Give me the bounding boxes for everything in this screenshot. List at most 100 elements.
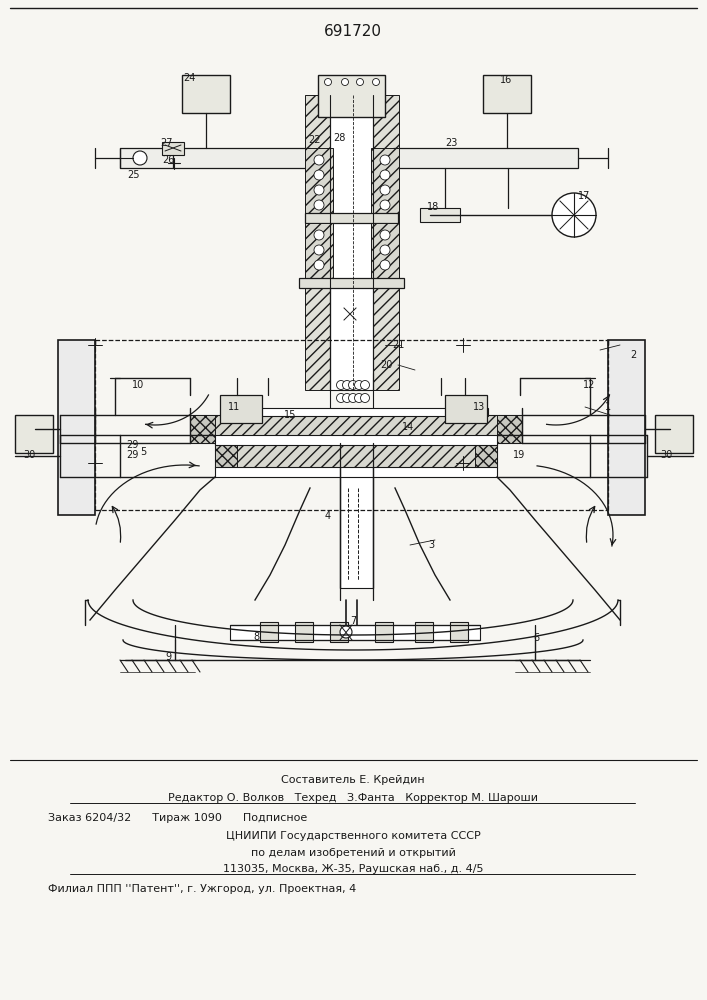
Text: 20: 20: [380, 360, 392, 370]
Circle shape: [380, 245, 390, 255]
Circle shape: [356, 79, 363, 86]
Text: 17: 17: [578, 191, 590, 201]
Bar: [15, 415, 53, 453]
Bar: [445, 395, 487, 423]
Text: 30: 30: [660, 450, 672, 460]
Bar: [230, 625, 480, 640]
Text: 8: 8: [253, 632, 259, 642]
Text: 2: 2: [630, 350, 636, 360]
Text: Заказ 6204/32      Тираж 1090      Подписное: Заказ 6204/32 Тираж 1090 Подписное: [48, 813, 308, 823]
Circle shape: [361, 380, 370, 389]
Bar: [330, 95, 373, 390]
Bar: [371, 95, 399, 390]
Circle shape: [314, 185, 324, 195]
Circle shape: [349, 380, 358, 389]
Circle shape: [354, 380, 363, 389]
Text: 25: 25: [127, 170, 139, 180]
Text: Редактор О. Волков   Техред   З.Фанта   Корректор М. Шароши: Редактор О. Волков Техред З.Фанта Коррек…: [168, 793, 538, 803]
Bar: [215, 467, 497, 477]
Bar: [483, 75, 531, 113]
Text: 9: 9: [165, 652, 171, 662]
Bar: [371, 223, 399, 278]
Bar: [299, 278, 404, 288]
Text: 3: 3: [428, 540, 434, 550]
Text: 10: 10: [132, 380, 144, 390]
Bar: [215, 443, 237, 468]
Bar: [371, 148, 399, 213]
Circle shape: [380, 170, 390, 180]
Bar: [305, 223, 333, 278]
Text: 113035, Москва, Ж-35, Раушская наб., д. 4/5: 113035, Москва, Ж-35, Раушская наб., д. …: [223, 864, 484, 874]
Circle shape: [341, 79, 349, 86]
Circle shape: [354, 393, 363, 402]
Circle shape: [380, 185, 390, 195]
Circle shape: [340, 626, 352, 638]
Bar: [330, 622, 348, 642]
Bar: [190, 415, 522, 443]
Circle shape: [314, 170, 324, 180]
Text: 5: 5: [140, 447, 146, 457]
Text: 24: 24: [183, 73, 195, 83]
Bar: [260, 622, 278, 642]
Text: 18: 18: [427, 202, 439, 212]
Circle shape: [133, 151, 147, 165]
Bar: [182, 75, 230, 113]
Bar: [420, 208, 460, 222]
Text: 1: 1: [605, 402, 611, 412]
Circle shape: [380, 200, 390, 210]
Text: 13: 13: [473, 402, 485, 412]
Bar: [475, 443, 497, 468]
Circle shape: [337, 380, 346, 389]
Text: 27: 27: [160, 138, 173, 148]
Text: 23: 23: [445, 138, 457, 148]
Circle shape: [314, 260, 324, 270]
Circle shape: [361, 393, 370, 402]
Bar: [655, 415, 693, 453]
Text: 21: 21: [392, 340, 404, 350]
Bar: [340, 443, 373, 588]
Bar: [450, 622, 468, 642]
Bar: [228, 408, 488, 416]
Text: 30: 30: [23, 450, 35, 460]
Bar: [305, 95, 333, 390]
Bar: [120, 148, 310, 168]
Text: 29: 29: [126, 440, 139, 450]
Text: 7: 7: [350, 616, 356, 626]
Bar: [393, 148, 578, 168]
Text: 11: 11: [228, 402, 240, 412]
Text: ЦНИИПИ Государственного комитета СССР: ЦНИИПИ Государственного комитета СССР: [226, 831, 480, 841]
Bar: [415, 622, 433, 642]
Circle shape: [349, 393, 358, 402]
Text: 4: 4: [325, 511, 331, 521]
Text: 14: 14: [402, 422, 414, 432]
Circle shape: [314, 200, 324, 210]
Bar: [215, 435, 497, 445]
Circle shape: [552, 193, 596, 237]
Bar: [608, 340, 645, 515]
Bar: [497, 415, 522, 443]
Circle shape: [342, 380, 351, 389]
Circle shape: [380, 155, 390, 165]
Text: 6: 6: [533, 633, 539, 643]
Text: 29: 29: [126, 450, 139, 460]
Bar: [305, 213, 398, 223]
Text: 12: 12: [583, 380, 595, 390]
Text: 26: 26: [162, 155, 175, 165]
Circle shape: [342, 393, 351, 402]
Text: Филиал ППП ''Патент'', г. Ужгород, ул. Проектная, 4: Филиал ППП ''Патент'', г. Ужгород, ул. П…: [48, 884, 356, 894]
Circle shape: [380, 230, 390, 240]
Circle shape: [380, 260, 390, 270]
Bar: [375, 622, 393, 642]
Circle shape: [325, 79, 332, 86]
Bar: [318, 75, 385, 117]
Circle shape: [314, 230, 324, 240]
Circle shape: [314, 155, 324, 165]
Bar: [58, 340, 95, 515]
Bar: [162, 142, 184, 155]
Bar: [190, 415, 215, 443]
Text: 19: 19: [513, 450, 525, 460]
Text: 22: 22: [308, 135, 320, 145]
Circle shape: [373, 79, 380, 86]
Text: по делам изобретений и открытий: по делам изобретений и открытий: [250, 848, 455, 858]
Text: 15: 15: [284, 410, 296, 420]
